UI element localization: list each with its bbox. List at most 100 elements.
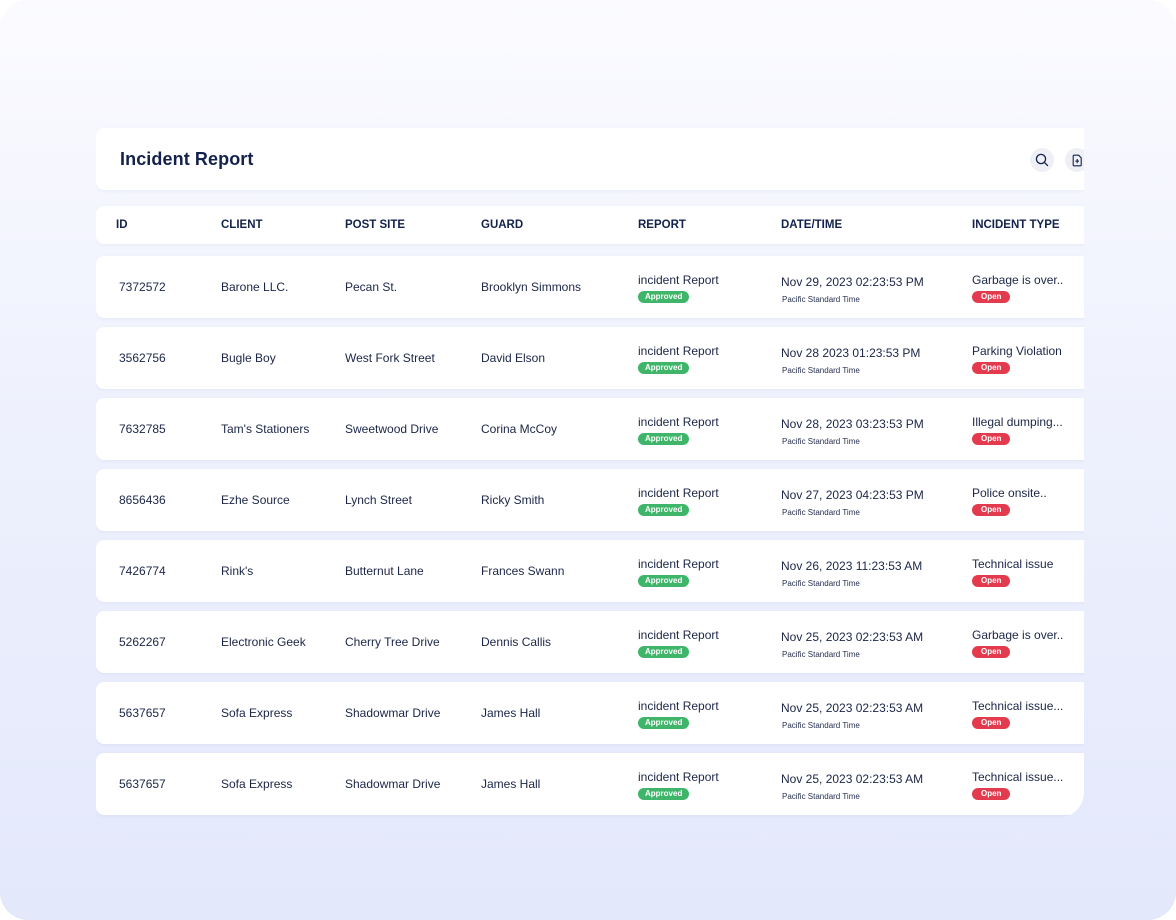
- cell-client: Bugle Boy: [221, 351, 276, 365]
- cell-timezone: Pacific Standard Time: [782, 437, 860, 446]
- table-row[interactable]: 5637657 Sofa Express Shadowmar Drive Jam…: [96, 682, 1084, 744]
- cell-post-site: Pecan St.: [345, 280, 398, 294]
- cell-timezone: Pacific Standard Time: [782, 295, 860, 304]
- cell-timezone: Pacific Standard Time: [782, 579, 860, 588]
- cell-id: 5637657: [119, 706, 166, 720]
- cell-datetime: Nov 25, 2023 02:23:53 AM: [781, 701, 924, 715]
- cell-incident-type: Garbage is over..: [972, 273, 1064, 287]
- cell-report[interactable]: incident Report: [638, 699, 719, 713]
- cell-incident-type: Parking Violation: [972, 344, 1062, 358]
- incident-status-badge: Open: [972, 433, 1011, 445]
- incident-status-badge: Open: [972, 646, 1011, 658]
- column-header-datetime[interactable]: DATE/TIME: [781, 219, 843, 231]
- cell-guard: Brooklyn Simmons: [481, 280, 582, 294]
- table-row[interactable]: 5637657 Sofa Express Shadowmar Drive Jam…: [96, 753, 1084, 815]
- search-icon: [1035, 153, 1049, 167]
- cell-guard: Dennis Callis: [481, 635, 552, 649]
- incident-status-badge: Open: [972, 575, 1011, 587]
- cell-incident-type: Police onsite..: [972, 486, 1047, 500]
- cell-report[interactable]: incident Report: [638, 486, 719, 500]
- cell-datetime: Nov 25, 2023 02:23:53 AM: [781, 630, 924, 644]
- report-status-badge: Approved: [638, 433, 690, 445]
- cell-client: Ezhe Source: [221, 493, 290, 507]
- report-header: Incident Report: [96, 128, 1084, 190]
- cell-datetime: Nov 29, 2023 02:23:53 PM: [781, 275, 924, 289]
- cell-guard: Ricky Smith: [481, 493, 545, 507]
- cell-id: 8656436: [119, 493, 166, 507]
- report-status-badge: Approved: [638, 504, 690, 516]
- cell-client: Electronic Geek: [221, 635, 306, 649]
- incident-status-badge: Open: [972, 291, 1011, 303]
- cell-post-site: Shadowmar Drive: [345, 777, 441, 791]
- table-row[interactable]: 3562756 Bugle Boy West Fork Street David…: [96, 327, 1084, 389]
- cell-post-site: Shadowmar Drive: [345, 706, 441, 720]
- cell-guard: James Hall: [481, 777, 541, 791]
- incident-status-badge: Open: [972, 788, 1011, 800]
- cell-timezone: Pacific Standard Time: [782, 721, 860, 730]
- cell-id: 7372572: [119, 280, 166, 294]
- column-header-post-site[interactable]: POST SITE: [345, 219, 406, 231]
- cell-report[interactable]: incident Report: [638, 344, 719, 358]
- cell-timezone: Pacific Standard Time: [782, 366, 860, 375]
- cell-datetime: Nov 27, 2023 04:23:53 PM: [781, 488, 924, 502]
- table-header: ID CLIENT POST SITE GUARD REPORT DATE/TI…: [96, 206, 1084, 244]
- export-button[interactable]: [1065, 148, 1084, 172]
- cell-incident-type: Technical issue: [972, 557, 1054, 571]
- table-row[interactable]: 7632785 Tam's Stationers Sweetwood Drive…: [96, 398, 1084, 460]
- cell-id: 5637657: [119, 777, 166, 791]
- page-title: Incident Report: [120, 149, 254, 169]
- incident-report-panel: Incident Report ID CLIENT POST SITE GUAR…: [96, 126, 1084, 818]
- column-header-id[interactable]: ID: [116, 219, 128, 231]
- cell-guard: James Hall: [481, 706, 541, 720]
- cell-incident-type: Technical issue...: [972, 699, 1064, 713]
- cell-guard: Corina McCoy: [481, 422, 558, 436]
- cell-post-site: Cherry Tree Drive: [345, 635, 440, 649]
- file-export-icon: [1072, 154, 1082, 166]
- cell-id: 3562756: [119, 351, 166, 365]
- incident-status-badge: Open: [972, 504, 1011, 516]
- cell-report[interactable]: incident Report: [638, 415, 719, 429]
- report-status-badge: Approved: [638, 291, 690, 303]
- cell-incident-type: Illegal dumping...: [972, 415, 1063, 429]
- cell-datetime: Nov 26, 2023 11:23:53 AM: [781, 559, 923, 573]
- column-header-incident-type[interactable]: INCIDENT TYPE: [972, 219, 1060, 231]
- table-row[interactable]: 5262267 Electronic Geek Cherry Tree Driv…: [96, 611, 1084, 673]
- report-status-badge: Approved: [638, 717, 690, 729]
- cell-client: Barone LLC.: [221, 280, 289, 294]
- cell-id: 5262267: [119, 635, 166, 649]
- cell-post-site: Lynch Street: [345, 493, 412, 507]
- report-status-badge: Approved: [638, 646, 690, 658]
- table-row[interactable]: 7426774 Rink's Butternut Lane Frances Sw…: [96, 540, 1084, 602]
- table-row[interactable]: 7372572 Barone LLC. Pecan St. Brooklyn S…: [96, 256, 1084, 318]
- cell-timezone: Pacific Standard Time: [782, 650, 860, 659]
- incident-status-badge: Open: [972, 362, 1011, 374]
- search-button[interactable]: [1030, 148, 1054, 172]
- column-header-report[interactable]: REPORT: [638, 219, 686, 231]
- report-status-badge: Approved: [638, 575, 690, 587]
- cell-timezone: Pacific Standard Time: [782, 792, 860, 801]
- cell-id: 7632785: [119, 422, 166, 436]
- table-row[interactable]: 8656436 Ezhe Source Lynch Street Ricky S…: [96, 469, 1084, 531]
- cell-post-site: Butternut Lane: [345, 564, 424, 578]
- incident-status-badge: Open: [972, 717, 1011, 729]
- cell-report[interactable]: incident Report: [638, 273, 719, 287]
- cell-datetime: Nov 28 2023 01:23:53 PM: [781, 346, 921, 360]
- cell-report[interactable]: incident Report: [638, 557, 719, 571]
- cell-id: 7426774: [119, 564, 166, 578]
- cell-report[interactable]: incident Report: [638, 770, 719, 784]
- cell-client: Sofa Express: [221, 706, 293, 720]
- cell-guard: Frances Swann: [481, 564, 565, 578]
- report-status-badge: Approved: [638, 788, 690, 800]
- cell-datetime: Nov 28, 2023 03:23:53 PM: [781, 417, 924, 431]
- cell-client: Rink's: [221, 564, 254, 578]
- report-status-badge: Approved: [638, 362, 690, 374]
- cell-guard: David Elson: [481, 351, 546, 365]
- cell-timezone: Pacific Standard Time: [782, 508, 860, 517]
- cell-report[interactable]: incident Report: [638, 628, 719, 642]
- cell-client: Tam's Stationers: [221, 422, 310, 436]
- column-header-client[interactable]: CLIENT: [221, 219, 263, 231]
- column-header-guard[interactable]: GUARD: [481, 219, 524, 231]
- cell-post-site: Sweetwood Drive: [345, 422, 439, 436]
- cell-incident-type: Technical issue...: [972, 770, 1064, 784]
